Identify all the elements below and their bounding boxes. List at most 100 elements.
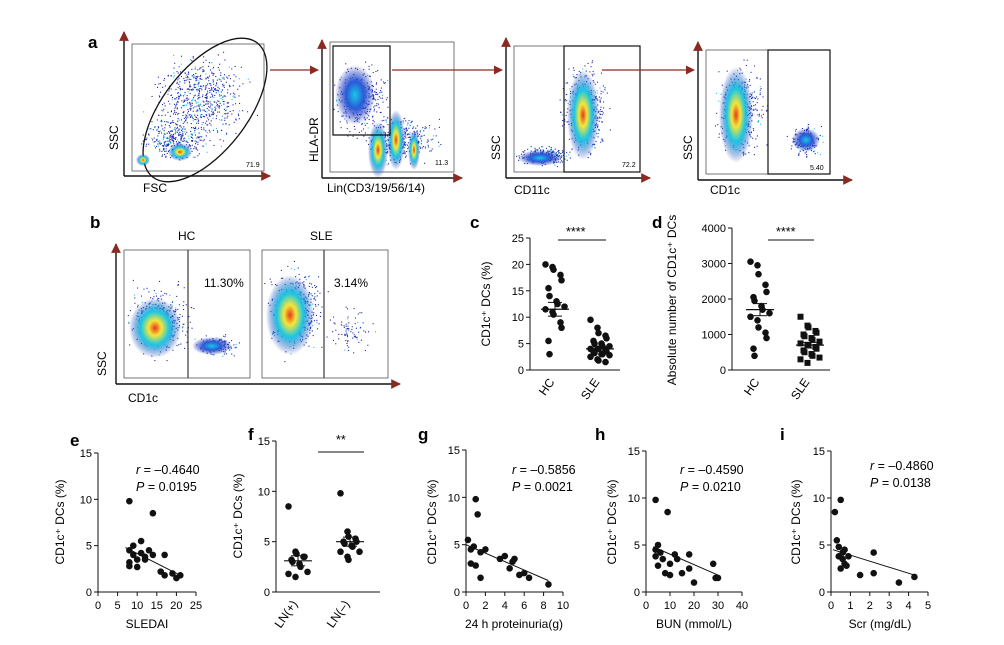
x-tick-label: 2 xyxy=(867,600,873,612)
flow-event xyxy=(225,124,227,126)
flow-event xyxy=(210,96,212,98)
flow-event xyxy=(179,81,181,83)
data-point xyxy=(751,352,758,360)
flow-event xyxy=(409,133,411,135)
flow-event xyxy=(206,96,208,98)
flow-event xyxy=(819,153,821,155)
flow-event xyxy=(166,152,168,154)
flow-event xyxy=(290,268,292,270)
flow-event xyxy=(382,101,384,103)
flow-event xyxy=(602,112,604,114)
flow-event xyxy=(360,339,362,341)
flow-event xyxy=(404,132,406,134)
flow-event xyxy=(364,349,366,351)
data-point xyxy=(809,352,816,359)
flow-event xyxy=(163,147,165,149)
x-tick-label: 2 xyxy=(482,600,488,612)
flow-event xyxy=(405,155,407,157)
flow-event xyxy=(169,134,171,136)
flow-event xyxy=(347,327,349,329)
data-point xyxy=(129,542,137,549)
flow-event xyxy=(193,128,195,130)
x-tick-label: 10 xyxy=(664,600,676,612)
flow-event xyxy=(165,137,167,139)
flow-event xyxy=(157,130,159,132)
flow-event xyxy=(170,94,172,96)
flow-event xyxy=(368,68,370,70)
flow-event xyxy=(231,340,233,342)
flow-event xyxy=(317,328,319,330)
flow-event xyxy=(207,92,209,94)
flow-event xyxy=(216,89,218,91)
flow-event xyxy=(212,129,214,131)
data-point xyxy=(304,568,311,576)
x-tick-label: 15 xyxy=(151,600,163,612)
flow-event xyxy=(176,83,178,85)
flow-event xyxy=(598,110,600,112)
flow-event xyxy=(182,128,184,130)
flow-event xyxy=(176,131,178,133)
flow-event xyxy=(345,306,347,308)
flow-event xyxy=(226,133,228,135)
flow-event xyxy=(202,100,204,102)
flow-event xyxy=(206,97,208,99)
flow-event xyxy=(609,129,611,131)
flow-event xyxy=(178,97,180,99)
flow-event xyxy=(194,118,196,120)
flow-event xyxy=(756,145,758,147)
flow-event xyxy=(354,128,356,130)
flow-event xyxy=(188,72,190,74)
flow-event xyxy=(346,342,348,344)
flow-event xyxy=(182,105,184,107)
y-tick-label: 5 xyxy=(86,541,92,553)
flow-event xyxy=(759,94,761,96)
flow-event xyxy=(226,113,228,115)
data-point xyxy=(337,490,344,497)
flow-event xyxy=(310,283,312,285)
flow-event xyxy=(178,141,180,143)
data-point xyxy=(837,496,844,504)
flow-event xyxy=(560,111,562,113)
flow-event xyxy=(206,101,208,103)
flow-event xyxy=(178,98,180,100)
flow-event xyxy=(195,141,197,143)
flow-event xyxy=(182,323,184,325)
flow-event xyxy=(554,148,556,150)
flow-event xyxy=(225,334,227,336)
data-point xyxy=(474,511,481,518)
flow-event xyxy=(177,118,179,120)
flow-event xyxy=(361,130,363,132)
flow-event xyxy=(169,133,171,135)
flow-event xyxy=(207,101,209,103)
flow-event xyxy=(206,114,208,116)
flow-event xyxy=(751,94,753,96)
flow-event xyxy=(753,154,755,156)
flow-event xyxy=(203,145,205,147)
flow-event xyxy=(206,108,208,110)
flow-event xyxy=(188,144,190,146)
flow-event xyxy=(197,143,199,145)
flow-event xyxy=(187,102,189,104)
flow-event xyxy=(211,104,213,106)
flow-event xyxy=(318,276,320,278)
data-point xyxy=(843,562,850,569)
flow-event xyxy=(198,93,200,95)
data-point xyxy=(344,528,351,535)
flow-event xyxy=(375,70,377,72)
flow-event xyxy=(169,139,171,141)
flow-event xyxy=(198,97,200,99)
flow-event xyxy=(186,104,188,106)
flow-event xyxy=(190,109,192,111)
flow-event xyxy=(180,88,182,90)
flow-event xyxy=(185,72,187,74)
flow-event xyxy=(813,128,815,130)
flow-event xyxy=(350,331,352,333)
flow-event xyxy=(168,137,170,139)
flow-event xyxy=(524,150,526,152)
flow-event xyxy=(405,120,407,122)
flow-event xyxy=(169,140,171,142)
y-tick-label: 0 xyxy=(264,587,270,599)
flow-event xyxy=(807,126,809,128)
flow-event xyxy=(162,86,164,88)
